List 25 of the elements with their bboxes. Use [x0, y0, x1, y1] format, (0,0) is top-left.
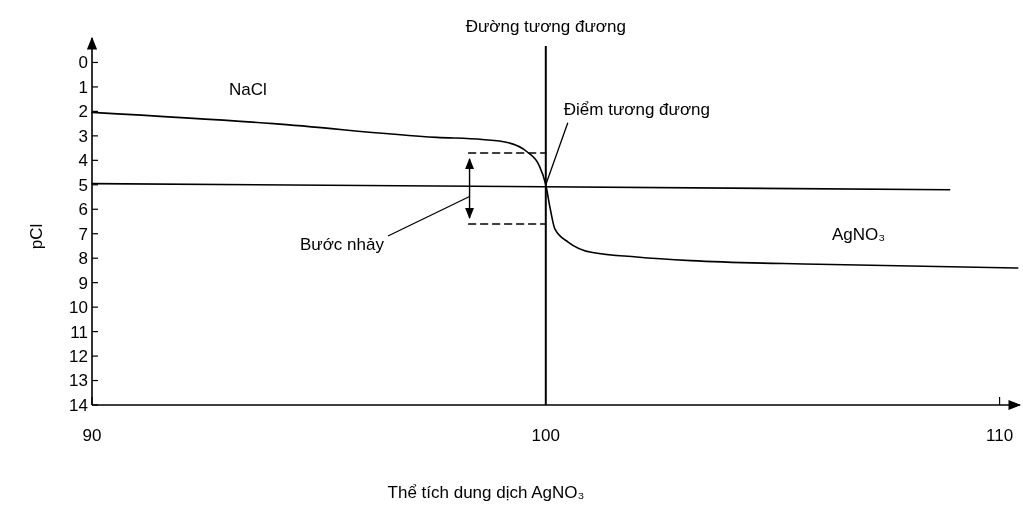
x-axis-title: Thể tích dung dịch AgNO₃: [387, 483, 585, 502]
y-tick-label: 1: [78, 77, 88, 97]
y-tick-label: 5: [78, 175, 88, 195]
y-tick-label: 10: [69, 298, 88, 318]
y-tick-label: 3: [78, 126, 88, 146]
annotation: Bước nhảy: [300, 235, 385, 254]
x-tick-label: 110: [986, 426, 1014, 445]
y-tick-label: 12: [69, 347, 88, 367]
y-tick-label: 4: [78, 151, 88, 171]
annotation: Điểm tương đương: [563, 99, 710, 119]
y-tick-label: 2: [78, 102, 88, 122]
x-tick-label: 100: [531, 426, 560, 445]
annotation: AgNO₃: [832, 225, 886, 244]
ref-line-label: Đường tương đương: [465, 17, 626, 36]
y-tick-label: 9: [78, 273, 88, 293]
y-tick-label: 6: [78, 200, 88, 220]
y-tick-label: 13: [69, 371, 88, 391]
y-axis-title: pCl: [27, 223, 46, 250]
y-tick-label: 8: [78, 249, 88, 269]
y-tick-label: 0: [78, 53, 88, 73]
y-tick-label: 11: [70, 322, 88, 342]
y-tick-label: 7: [78, 224, 88, 244]
x-tick-label: 90: [82, 426, 102, 445]
y-tick-label: 14: [69, 395, 88, 415]
annotation: NaCl: [229, 80, 267, 99]
